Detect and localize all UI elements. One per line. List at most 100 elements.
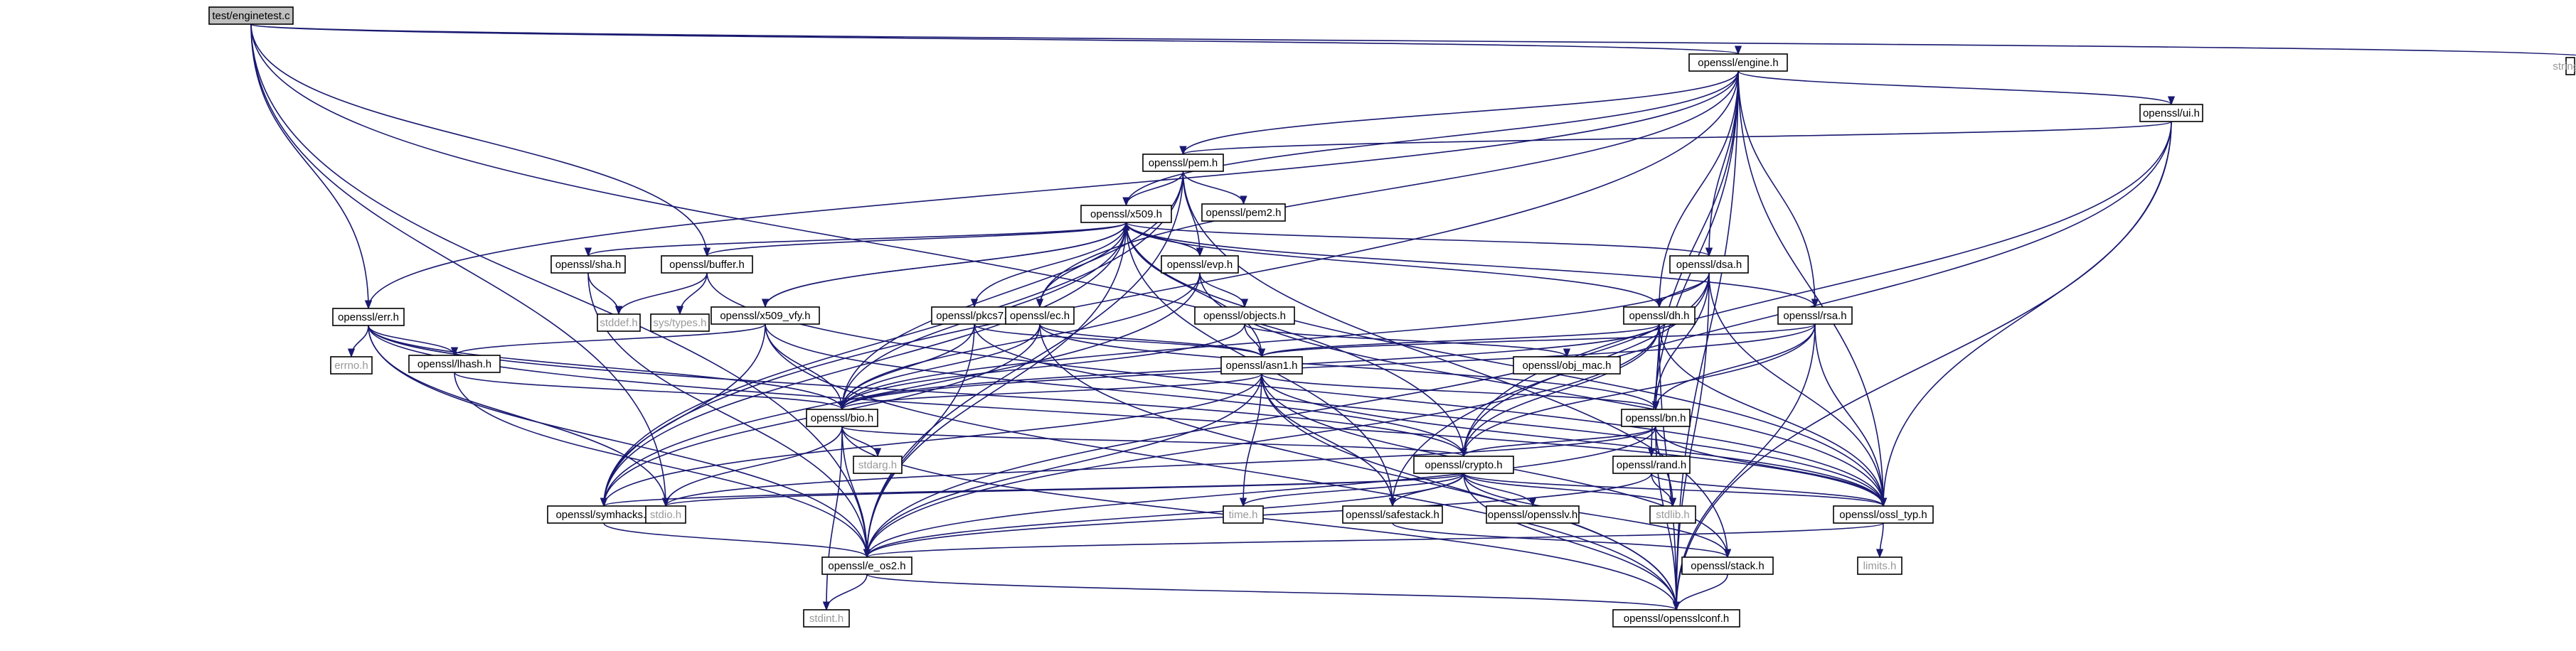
edge-root-to-crypto [250, 23, 1468, 458]
node-box [2565, 57, 2575, 75]
node-opensslv[interactable]: openssl/opensslv.h [1486, 505, 1580, 524]
node-rsa[interactable]: openssl/rsa.h [1777, 306, 1853, 325]
node-box [806, 409, 878, 427]
edge-pem-to-pem2 [1182, 171, 1247, 205]
node-objects[interactable]: openssl/objects.h [1194, 306, 1295, 325]
node-label: openssl/opensslconf.h [1624, 613, 1729, 625]
edge-engine-to-pem [1179, 70, 1739, 156]
node-box [1080, 205, 1172, 223]
edge-dsa-to-ossltyp [1708, 272, 1888, 507]
node-x509vfy[interactable]: openssl/x509_vfy.h [710, 306, 820, 325]
node-label: openssl/asn1.h [1226, 360, 1298, 372]
node-ossltyp[interactable]: openssl/ossl_typ.h [1833, 505, 1934, 524]
edge-x509-to-buffer [703, 222, 1127, 257]
node-engine[interactable]: openssl/engine.h [1688, 53, 1788, 72]
node-limits: limits.h [1857, 556, 1902, 575]
node-box [650, 313, 710, 332]
node-evp[interactable]: openssl/evp.h [1161, 255, 1239, 274]
node-symhacks[interactable]: openssl/symhacks.h [547, 505, 661, 524]
node-opensslconf[interactable]: openssl/opensslconf.h [1612, 609, 1740, 628]
edge-bn-to-stdio [662, 426, 1656, 507]
edge-engine-to-rsa [1737, 70, 1819, 308]
node-box [1005, 306, 1075, 325]
edge-asn1-to-safestack [1261, 373, 1397, 507]
node-stdlib: stdlib.h [1649, 505, 1696, 524]
node-err[interactable]: openssl/err.h [332, 308, 405, 326]
edge-dh-to-crypto [1459, 323, 1660, 458]
edge-x509vfy-to-symhacks [600, 323, 766, 507]
node-box [1669, 255, 1749, 274]
node-sha[interactable]: openssl/sha.h [550, 255, 626, 274]
node-box [1513, 356, 1621, 375]
node-ec[interactable]: openssl/ec.h [1005, 306, 1075, 325]
node-label: openssl/ui.h [2143, 107, 2200, 119]
edge-crypto-to-stdio [662, 473, 1464, 507]
edge-crypto-to-opensslconf [1463, 473, 1681, 611]
edge-ec-to-asn1 [1039, 323, 1265, 358]
node-label: stdlib.h [1656, 509, 1690, 521]
node-box [1681, 556, 1774, 575]
edge-dsa-to-eos2 [863, 272, 1710, 559]
node-lhash[interactable]: openssl/lhash.h [408, 355, 501, 373]
node-dh[interactable]: openssl/dh.h [1623, 306, 1696, 325]
edge-ossltyp-to-limits [1875, 522, 1884, 559]
node-box [1833, 505, 1934, 524]
edge-asn1-to-eos2 [863, 373, 1262, 559]
edge-engine-to-dh [1655, 70, 1739, 308]
node-safestack[interactable]: openssl/safestack.h [1342, 505, 1443, 524]
node-label: openssl/e_os2.h [828, 560, 905, 572]
edge-pem-to-x509 [1122, 171, 1184, 207]
node-label: openssl/evp.h [1167, 259, 1233, 271]
node-crypto[interactable]: openssl/crypto.h [1413, 456, 1514, 474]
node-box [1612, 456, 1691, 474]
node-box [1201, 203, 1286, 222]
edge-objects-to-bio [838, 323, 1245, 411]
edge-eos2-to-opensslconf [866, 574, 1680, 611]
node-pkcs7[interactable]: openssl/pkcs7.h [931, 306, 1018, 325]
edge-crypto-to-opensslv [1463, 473, 1537, 507]
edge-bio-to-crypto [841, 426, 1467, 458]
node-asn1[interactable]: openssl/asn1.h [1220, 356, 1303, 375]
node-pem[interactable]: openssl/pem.h [1142, 154, 1224, 172]
node-root[interactable]: test/enginetest.c [208, 6, 294, 25]
node-stdio: stdio.h [645, 505, 686, 524]
edge-x509-to-pkcs7 [970, 222, 1127, 308]
node-stack[interactable]: openssl/stack.h [1681, 556, 1774, 575]
node-box [1623, 306, 1696, 325]
edge-engine-to-err [365, 70, 1739, 310]
node-systypes: sys/types.h [650, 313, 710, 332]
node-label: openssl/err.h [338, 311, 399, 323]
edge-asn1-to-time [1239, 373, 1262, 507]
edge-ossltyp-to-eos2 [863, 522, 1884, 559]
node-x509[interactable]: openssl/x509.h [1080, 205, 1172, 223]
node-dsa[interactable]: openssl/dsa.h [1669, 255, 1749, 274]
node-label: openssl/symhacks.h [555, 509, 651, 521]
edge-bn-to-ossltyp [1655, 426, 1888, 507]
edge-dh-to-ossltyp [1659, 323, 1888, 507]
edge-asn1-to-bio [839, 373, 1262, 411]
edge-err-to-bio [368, 325, 846, 411]
node-eos2[interactable]: openssl/e_os2.h [821, 556, 912, 575]
node-objmac[interactable]: openssl/obj_mac.h [1513, 356, 1621, 375]
edge-bio-to-stdint [822, 426, 843, 611]
node-ui[interactable]: openssl/ui.h [2139, 104, 2203, 122]
edge-eos2-to-stdint [822, 574, 868, 611]
node-rand[interactable]: openssl/rand.h [1612, 456, 1691, 474]
edge-rsa-to-asn1 [1258, 323, 1816, 358]
node-bn[interactable]: openssl/bn.h [1621, 409, 1691, 427]
node-label: limits.h [1863, 560, 1897, 572]
edge-err-to-lhash [368, 325, 459, 357]
node-buffer[interactable]: openssl/buffer.h [661, 255, 753, 274]
node-label: openssl/x509_vfy.h [720, 310, 810, 322]
edge-x509vfy-to-bio [765, 323, 846, 411]
node-label: openssl/bio.h [811, 412, 873, 424]
node-bio[interactable]: openssl/bio.h [806, 409, 878, 427]
node-pem2[interactable]: openssl/pem2.h [1201, 203, 1286, 222]
node-label: openssl/obj_mac.h [1522, 360, 1611, 372]
edge-ui-to-crypto [1459, 121, 2172, 458]
edge-root-to-engine [250, 23, 1741, 55]
node-box [597, 313, 641, 332]
header-nodes: test/enginetest.c openssl/engine.h string.… [208, 6, 2576, 628]
node-box [1857, 556, 1902, 575]
